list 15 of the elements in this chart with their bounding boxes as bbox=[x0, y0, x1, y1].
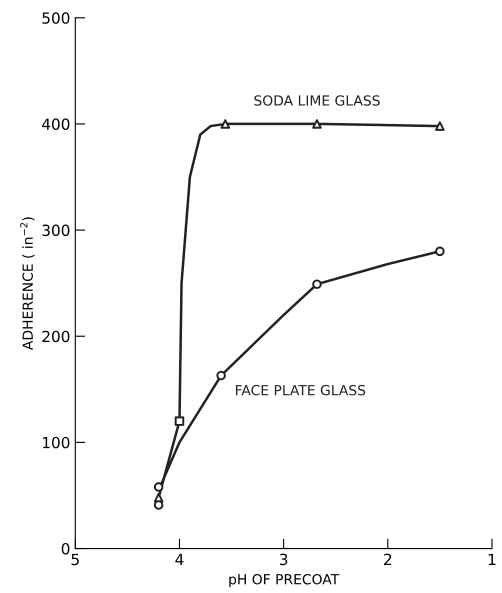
y-tick-label: 500 bbox=[42, 12, 70, 24]
y-tick-label: 300 bbox=[42, 224, 70, 236]
y-tick-label: 400 bbox=[42, 118, 70, 130]
series-label: SODA LIME GLASS bbox=[254, 95, 380, 106]
x-tick-label: 1 bbox=[488, 554, 496, 565]
x-tick-label: 2 bbox=[384, 554, 392, 565]
y-tick-label: 200 bbox=[42, 330, 70, 342]
y-tick-label: 100 bbox=[42, 436, 70, 448]
x-tick-label: 4 bbox=[175, 554, 184, 565]
y-axis-title: ADHERENCE ( in$^{−2}$) bbox=[20, 217, 35, 350]
series-label: FACE PLATE GLASS bbox=[236, 384, 366, 396]
x-tick-label: 5 bbox=[72, 554, 79, 566]
x-axis-title: pH OF PRECOAT bbox=[229, 574, 340, 588]
y-tick-label: 0 bbox=[62, 542, 70, 555]
x-tick-label: 3 bbox=[280, 554, 288, 566]
